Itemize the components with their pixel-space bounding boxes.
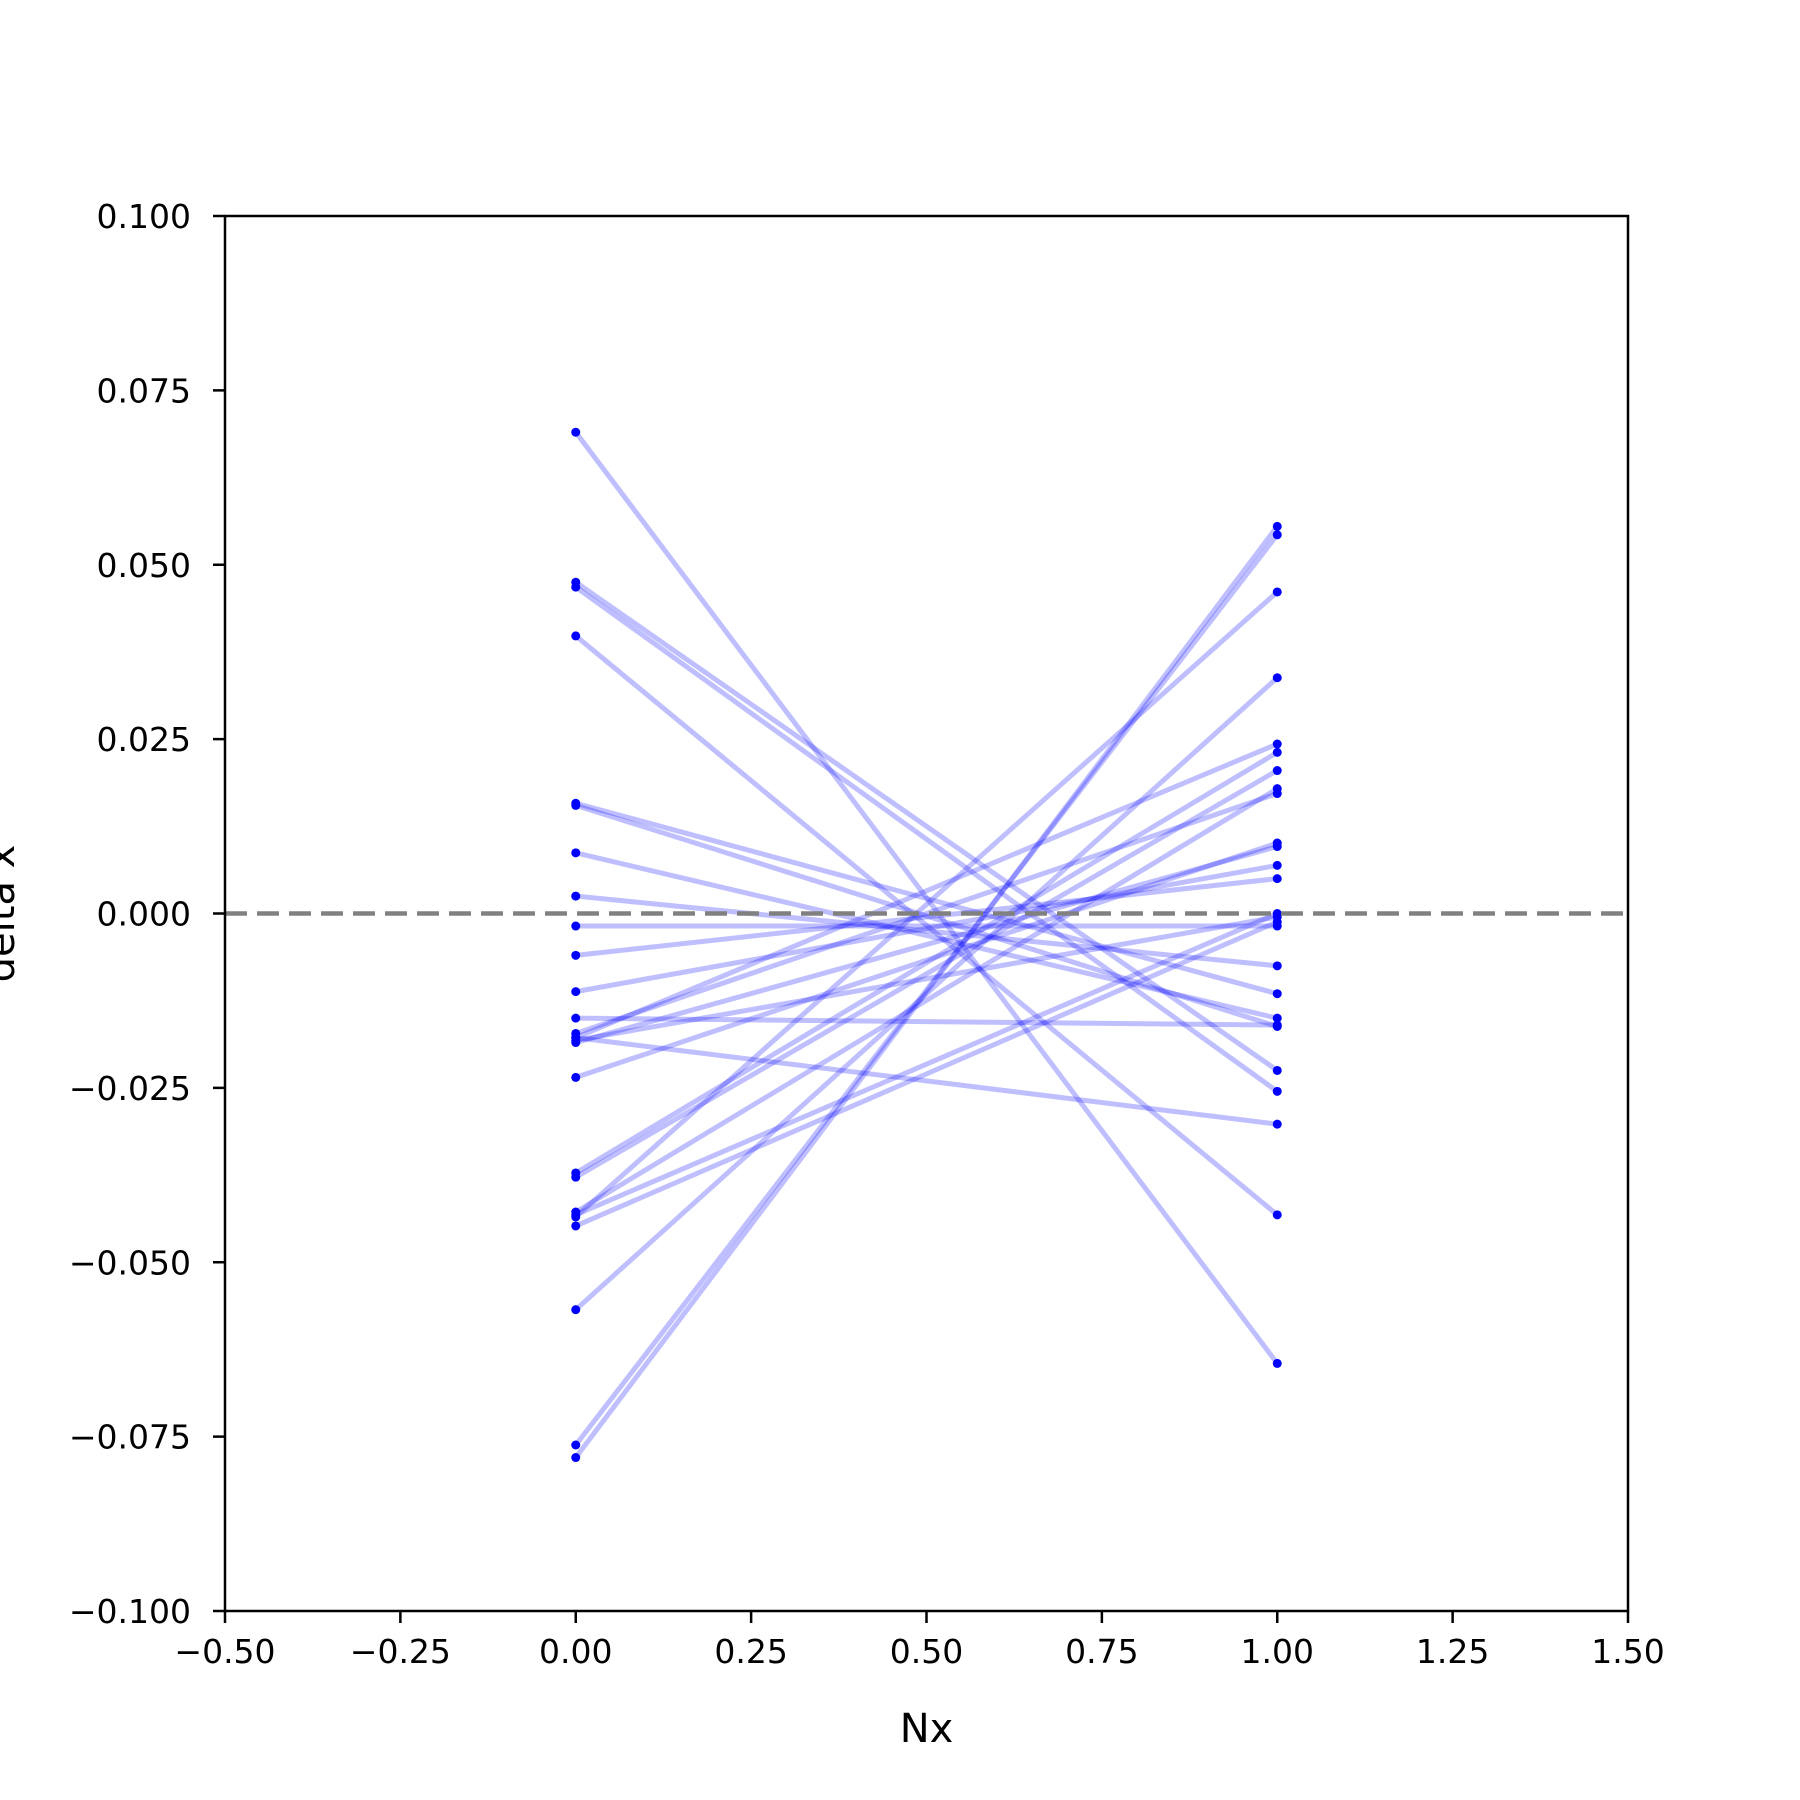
data-point <box>1272 874 1282 884</box>
data-point <box>571 891 581 901</box>
data-line <box>574 768 1279 1180</box>
data-point <box>1272 1358 1282 1368</box>
data-line <box>574 741 1279 1040</box>
y-tick-label: 0.025 <box>97 720 191 759</box>
y-tick-label: −0.025 <box>69 1069 191 1108</box>
data-point <box>1272 1086 1282 1096</box>
data-point <box>1272 838 1282 848</box>
x-tick-label: 1.25 <box>1416 1632 1489 1671</box>
data-line <box>573 533 1280 1447</box>
x-tick-label: −0.25 <box>350 1632 451 1671</box>
data-point <box>1272 747 1282 757</box>
data-line <box>575 800 1278 997</box>
data-point <box>571 1013 581 1023</box>
data-point <box>1272 989 1282 999</box>
data-lines <box>573 430 1280 1460</box>
data-line <box>574 585 1279 1094</box>
data-point <box>571 1172 581 1182</box>
data-point <box>1272 1210 1282 1220</box>
data-line <box>574 919 1279 1229</box>
data-line <box>574 580 1279 1073</box>
data-point <box>571 1453 581 1463</box>
data-line <box>575 850 1278 1021</box>
x-tick-label: 0.75 <box>1065 1632 1138 1671</box>
x-tick-label: 0.50 <box>890 1632 963 1671</box>
y-tick-label: 0.075 <box>97 371 191 410</box>
data-point <box>571 1072 581 1082</box>
data-point <box>571 427 581 437</box>
data-point <box>1272 1065 1282 1075</box>
y-tick-label: 0.050 <box>97 546 191 585</box>
data-line <box>574 750 1279 1176</box>
data-line <box>574 590 1279 1219</box>
data-point <box>1272 784 1282 794</box>
data-line <box>575 914 1278 1043</box>
data-points <box>571 427 1282 1463</box>
y-tick-label: −0.100 <box>69 1592 191 1631</box>
data-point <box>1272 1119 1282 1129</box>
data-point <box>571 1035 581 1045</box>
data-line <box>573 430 1280 1365</box>
data-line <box>574 791 1279 1036</box>
data-line <box>573 524 1280 1460</box>
data-point <box>1272 1020 1282 1030</box>
data-point <box>1272 1013 1282 1023</box>
data-point <box>571 800 581 810</box>
data-point <box>571 1440 581 1450</box>
x-tick-label: 0.25 <box>714 1632 787 1671</box>
data-line <box>574 840 1279 1080</box>
data-line <box>574 675 1279 1312</box>
y-axis-ticks: −0.100 −0.075 −0.050 −0.025 0.000 0.025 0.050 0… <box>69 197 225 1631</box>
data-point <box>571 631 581 641</box>
data-point <box>571 1212 581 1222</box>
y-tick-label: −0.075 <box>69 1418 191 1457</box>
x-tick-label: −0.50 <box>174 1632 275 1671</box>
data-point <box>1272 521 1282 531</box>
data-point <box>571 987 581 997</box>
x-tick-label: 0.00 <box>539 1632 612 1671</box>
data-line <box>575 1015 1278 1028</box>
data-line <box>574 786 1279 1215</box>
x-axis-label: Nx <box>900 1706 954 1752</box>
data-point <box>571 921 581 931</box>
data-point <box>1272 860 1282 870</box>
data-point <box>1272 766 1282 776</box>
data-point <box>1272 961 1282 971</box>
data-point <box>571 848 581 858</box>
data-point <box>1272 673 1282 683</box>
data-line <box>574 803 1279 1029</box>
data-point <box>1272 530 1282 540</box>
x-tick-label: 1.00 <box>1241 1632 1314 1671</box>
data-line <box>575 876 1278 958</box>
data-line <box>575 844 1278 1045</box>
data-line <box>575 862 1278 995</box>
data-point <box>571 1221 581 1231</box>
data-point <box>571 582 581 592</box>
data-line <box>574 633 1279 1217</box>
y-tick-label: 0.100 <box>97 197 191 236</box>
x-axis-ticks: −0.50 −0.25 0.00 0.25 0.50 0.75 1.00 1.25 1.50 <box>174 1611 1665 1671</box>
y-tick-label: −0.050 <box>69 1243 191 1282</box>
data-line <box>575 893 1278 969</box>
data-point <box>571 1305 581 1315</box>
data-line <box>575 1035 1278 1127</box>
data-point <box>1272 587 1282 597</box>
y-axis-label: delta x <box>0 845 24 983</box>
data-point <box>1272 912 1282 922</box>
data-line <box>574 911 1279 1218</box>
y-tick-label: 0.000 <box>97 895 191 934</box>
x-tick-label: 1.50 <box>1591 1632 1664 1671</box>
data-point <box>571 950 581 960</box>
data-point <box>1272 739 1282 749</box>
